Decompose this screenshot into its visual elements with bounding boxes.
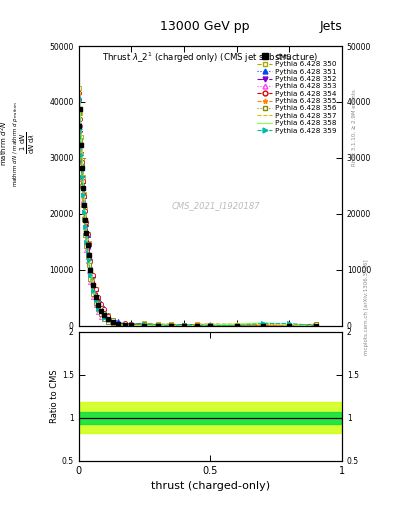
Text: CMS_2021_I1920187: CMS_2021_I1920187	[171, 201, 260, 210]
Legend: CMS, Pythia 6.428 350, Pythia 6.428 351, Pythia 6.428 352, Pythia 6.428 353, Pyt: CMS, Pythia 6.428 350, Pythia 6.428 351,…	[255, 53, 338, 135]
Text: Rivet 3.1.10, ≥ 2.9M events: Rivet 3.1.10, ≥ 2.9M events	[352, 90, 357, 166]
Bar	[79, 412, 342, 424]
Text: Jets: Jets	[319, 20, 342, 33]
Text: $\frac{1}{\mathrm{d}N}\frac{\mathrm{d}N}{\mathrm{d}\lambda}$: $\frac{1}{\mathrm{d}N}\frac{\mathrm{d}N}…	[18, 132, 37, 155]
Y-axis label: Ratio to CMS: Ratio to CMS	[50, 370, 59, 423]
Bar	[79, 402, 342, 433]
Text: 13000 GeV pp: 13000 GeV pp	[160, 20, 249, 33]
Text: Thrust $\lambda\_2^1$ (charged only) (CMS jet substructure): Thrust $\lambda\_2^1$ (charged only) (CM…	[102, 50, 318, 65]
Text: mathrm $d^2N$: mathrm $d^2N$	[0, 121, 9, 166]
X-axis label: thrust (charged-only): thrust (charged-only)	[151, 481, 270, 491]
Text: mathrm $dN$ / mathrm $d$ $p_{\mathrm{mathrm}}$: mathrm $dN$ / mathrm $d$ $p_{\mathrm{mat…	[11, 100, 20, 186]
Text: mcplots.cern.ch [arXiv:1306.3436]: mcplots.cern.ch [arXiv:1306.3436]	[364, 260, 369, 355]
